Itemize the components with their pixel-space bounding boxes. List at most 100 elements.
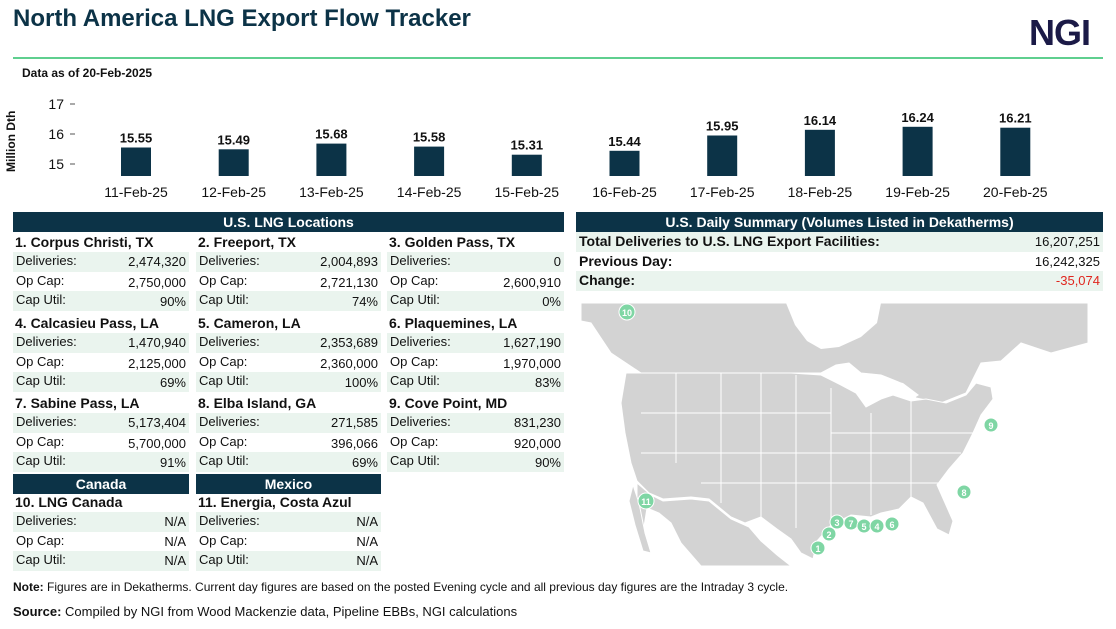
deliveries-value: N/A <box>164 514 186 529</box>
opcap-label: Op Cap: <box>16 353 65 369</box>
note-text: Figures are in Dekatherms. Current day f… <box>43 580 789 594</box>
bar-19-Feb-25 <box>902 126 933 176</box>
bar-value-label: 15.31 <box>511 138 544 153</box>
marker-2[interactable]: 2 <box>821 526 837 542</box>
deliveries-row: Deliveries: 2,474,320 <box>13 252 189 272</box>
caputil-label: Cap Util: <box>390 292 440 307</box>
location-4: 4. Calcasieu Pass, LA Deliveries: 1,470,94… <box>13 314 189 392</box>
opcap-value: 2,721,130 <box>320 274 378 290</box>
y-tick-label: 16 <box>48 126 64 142</box>
caputil-value: 83% <box>534 375 561 390</box>
state-borders <box>641 373 981 528</box>
marker-8[interactable]: 8 <box>956 484 972 500</box>
svg-text:10: 10 <box>622 308 632 318</box>
bar-12-Feb-25 <box>218 149 249 176</box>
opcap-value: N/A <box>356 533 378 549</box>
svg-text:2: 2 <box>826 530 831 540</box>
mexico-landmass <box>636 481 792 566</box>
opcap-row: Op Cap: N/A <box>196 532 381 552</box>
marker-3[interactable]: 3 <box>829 514 845 530</box>
caputil-label: Cap Util: <box>390 453 440 468</box>
opcap-value: 5,700,000 <box>128 435 186 451</box>
opcap-row: Op Cap: 1,970,000 <box>387 353 564 373</box>
marker-5[interactable]: 5 <box>856 518 872 534</box>
opcap-row: Op Cap: N/A <box>13 532 189 552</box>
opcap-row: Op Cap: 2,750,000 <box>13 272 189 292</box>
caputil-row: Cap Util: 90% <box>387 452 564 472</box>
bar-18-Feb-25 <box>804 129 835 176</box>
mexico-header: Mexico <box>196 474 381 494</box>
opcap-value: N/A <box>164 533 186 549</box>
facility-markers: 1 2 3 7 5 4 6 8 9 10 11 <box>618 303 999 556</box>
svg-text:8: 8 <box>961 488 966 498</box>
opcap-value: 2,600,910 <box>503 274 561 290</box>
deliveries-row: Deliveries: N/A <box>13 512 189 532</box>
bar-value-label: 15.44 <box>608 134 641 149</box>
us-locations-panel: U.S. LNG Locations <box>13 212 564 232</box>
bar-20-Feb-25 <box>1000 127 1031 176</box>
caputil-row: Cap Util: 74% <box>196 291 381 311</box>
deliveries-label: Deliveries: <box>199 253 260 268</box>
x-tick-label: 16-Feb-25 <box>592 184 657 200</box>
opcap-label: Op Cap: <box>199 433 248 449</box>
opcap-value: 396,066 <box>331 435 378 451</box>
deliveries-label: Deliveries: <box>16 253 77 268</box>
location-name: 11. Energia, Costa Azul <box>198 494 352 510</box>
deliveries-row: Deliveries: 2,004,893 <box>196 252 381 272</box>
marker-10[interactable]: 10 <box>618 303 636 321</box>
caputil-row: Cap Util: N/A <box>196 551 381 571</box>
location-name: 7. Sabine Pass, LA <box>15 395 140 411</box>
caputil-label: Cap Util: <box>390 373 440 388</box>
summary-previous-value: 16,242,325 <box>1034 253 1100 269</box>
bar-value-label: 16.24 <box>901 110 934 125</box>
caputil-value: 69% <box>351 455 378 470</box>
caputil-row: Cap Util: N/A <box>13 551 189 571</box>
deliveries-value: 1,470,940 <box>128 335 186 350</box>
caputil-value: 69% <box>159 375 186 390</box>
svg-text:7: 7 <box>848 519 853 529</box>
summary-change-value: -35,074 <box>1055 273 1100 288</box>
deliveries-value: 5,173,404 <box>128 415 186 430</box>
caputil-value: 74% <box>351 294 378 309</box>
note-label: Note: <box>13 580 44 594</box>
caputil-label: Cap Util: <box>199 373 249 388</box>
opcap-row: Op Cap: 2,360,000 <box>196 353 381 373</box>
marker-1[interactable]: 1 <box>810 540 826 556</box>
location-name: 3. Golden Pass, TX <box>389 234 516 250</box>
summary-previous-label: Previous Day: <box>579 252 673 269</box>
bar-value-label: 15.95 <box>706 119 739 134</box>
marker-11[interactable]: 11 <box>637 492 655 510</box>
caputil-label: Cap Util: <box>16 373 66 388</box>
x-tick-label: 18-Feb-25 <box>788 184 853 200</box>
summary-total-row: Total Deliveries to U.S. LNG Export Faci… <box>576 232 1103 252</box>
opcap-value: 920,000 <box>514 435 561 451</box>
bar-value-label: 16.21 <box>999 111 1032 126</box>
opcap-row: Op Cap: 5,700,000 <box>13 433 189 453</box>
location-name: 2. Freeport, TX <box>198 234 297 250</box>
marker-4[interactable]: 4 <box>869 518 885 534</box>
daily-summary-header: U.S. Daily Summary (Volumes Listed in De… <box>576 212 1103 232</box>
lng-facilities-map: 1 2 3 7 5 4 6 8 9 10 11 <box>581 303 1088 566</box>
source-label: Source: <box>13 604 62 619</box>
caputil-value: 100% <box>344 375 378 390</box>
mexico-panel: Mexico <box>196 474 381 494</box>
caputil-row: Cap Util: 69% <box>196 452 381 472</box>
summary-total-value: 16,207,251 <box>1034 234 1100 249</box>
bar-value-label: 16.14 <box>804 113 837 128</box>
marker-7[interactable]: 7 <box>843 515 859 531</box>
caputil-label: Cap Util: <box>16 292 66 307</box>
usa-landmass <box>620 372 994 560</box>
opcap-label: Op Cap: <box>390 353 439 369</box>
opcap-value: 2,125,000 <box>128 355 186 371</box>
opcap-label: Op Cap: <box>199 353 248 369</box>
deliveries-row: Deliveries: 1,470,940 <box>13 333 189 353</box>
deliveries-row: Deliveries: 831,230 <box>387 413 564 433</box>
marker-6[interactable]: 6 <box>884 516 900 532</box>
ngi-logo: NGI <box>1028 12 1091 53</box>
opcap-label: Op Cap: <box>16 433 65 449</box>
caputil-row: Cap Util: 69% <box>13 372 189 392</box>
marker-9[interactable]: 9 <box>983 417 999 433</box>
bar-value-label: 15.49 <box>217 132 250 147</box>
deliveries-row: Deliveries: 2,353,689 <box>196 333 381 353</box>
opcap-row: Op Cap: 2,125,000 <box>13 353 189 373</box>
